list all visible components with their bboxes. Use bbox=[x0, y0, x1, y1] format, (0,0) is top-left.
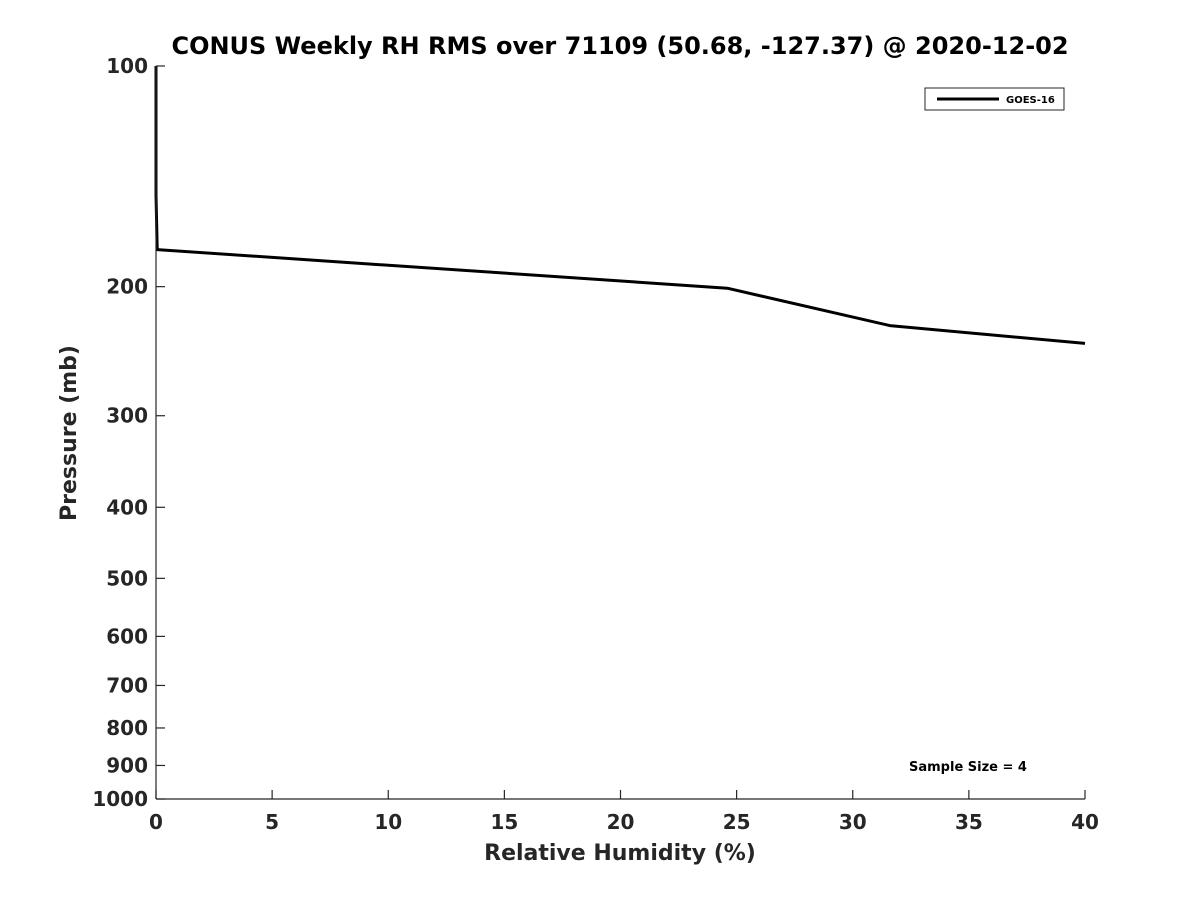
y-tick-label: 500 bbox=[106, 566, 148, 590]
chart-title: CONUS Weekly RH RMS over 71109 (50.68, -… bbox=[171, 32, 1068, 60]
x-tick-label: 25 bbox=[723, 810, 751, 834]
y-tick-label: 100 bbox=[106, 54, 148, 78]
y-tick-label: 600 bbox=[106, 624, 148, 648]
y-axis-label: Pressure (mb) bbox=[57, 345, 82, 521]
y-tick-label: 800 bbox=[106, 716, 148, 740]
x-tick-label: 40 bbox=[1071, 810, 1099, 834]
x-tick-label: 30 bbox=[839, 810, 867, 834]
legend: GOES-16 bbox=[924, 87, 1065, 111]
x-tick-label: 5 bbox=[265, 810, 279, 834]
y-tick-label: 400 bbox=[106, 495, 148, 519]
x-ticks: 0 5 10 15 20 25 30 35 40 bbox=[149, 790, 1099, 834]
x-tick-label: 20 bbox=[607, 810, 635, 834]
axes bbox=[155, 66, 1085, 800]
y-tick-label: 900 bbox=[106, 753, 148, 777]
x-axis-label: Relative Humidity (%) bbox=[484, 841, 756, 866]
sample-size-annotation: Sample Size = 4 bbox=[909, 760, 1027, 775]
y-tick-label: 1000 bbox=[92, 787, 148, 811]
x-tick-label: 35 bbox=[955, 810, 983, 834]
y-tick-label: 200 bbox=[106, 275, 148, 299]
x-tick-label: 0 bbox=[149, 810, 163, 834]
x-tick-label: 15 bbox=[490, 810, 518, 834]
x-tick-label: 10 bbox=[374, 810, 402, 834]
y-tick-label: 300 bbox=[106, 404, 148, 428]
y-tick-label: 700 bbox=[106, 673, 148, 697]
y-ticks: 100 200 300 400 500 600 700 800 900 1000 bbox=[92, 54, 165, 811]
legend-label-goes-16: GOES-16 bbox=[1006, 95, 1055, 106]
